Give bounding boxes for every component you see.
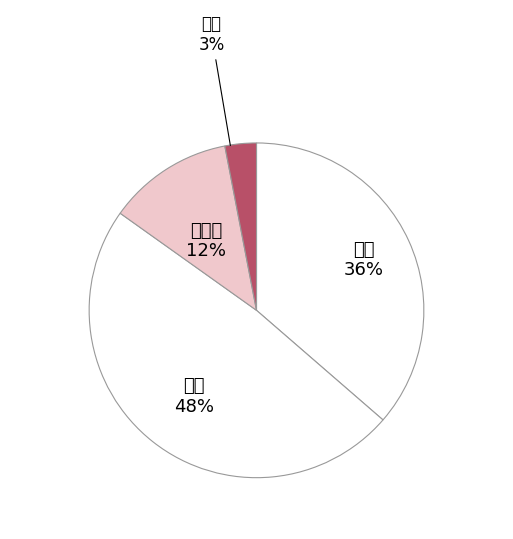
Wedge shape (120, 146, 256, 310)
Text: 重症
3%: 重症 3% (199, 16, 230, 146)
Text: 正常
36%: 正常 36% (344, 240, 384, 279)
Text: 中等症
12%: 中等症 12% (186, 222, 226, 260)
Wedge shape (225, 143, 256, 310)
Wedge shape (89, 213, 383, 478)
Wedge shape (256, 143, 424, 420)
Text: 軽症
48%: 軽症 48% (174, 377, 214, 416)
